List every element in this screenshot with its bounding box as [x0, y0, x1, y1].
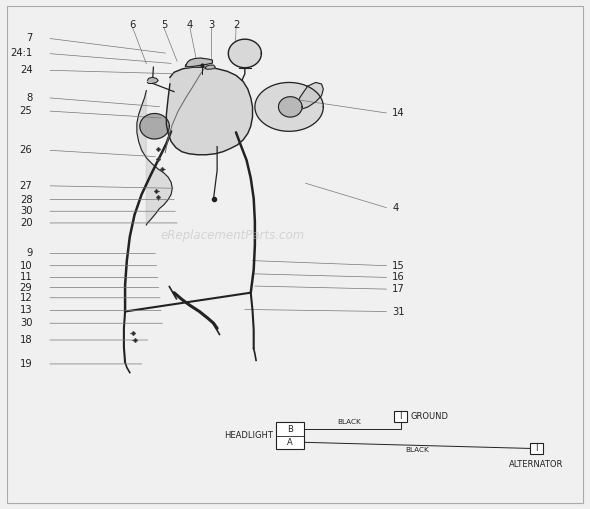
Polygon shape [148, 77, 158, 83]
Text: 13: 13 [20, 305, 32, 316]
Text: I: I [399, 412, 402, 421]
Text: A: A [287, 438, 293, 447]
Text: 29: 29 [19, 282, 32, 293]
Text: B: B [287, 425, 293, 434]
Text: 18: 18 [20, 335, 32, 345]
Text: 5: 5 [161, 20, 167, 31]
Polygon shape [298, 82, 323, 109]
Bar [530, 443, 543, 454]
Text: 2: 2 [233, 20, 239, 31]
Text: GROUND: GROUND [411, 412, 448, 421]
Polygon shape [278, 97, 302, 117]
Polygon shape [255, 82, 323, 131]
Text: 12: 12 [19, 293, 32, 303]
Text: I: I [535, 444, 537, 453]
Text: 4: 4 [392, 203, 399, 213]
Bar [394, 411, 407, 422]
Text: ALTERNATOR: ALTERNATOR [509, 460, 563, 469]
Text: BLACK: BLACK [337, 419, 361, 425]
Polygon shape [205, 65, 215, 69]
Text: 4: 4 [187, 20, 193, 31]
Text: 9: 9 [26, 248, 32, 259]
Text: 6: 6 [130, 20, 136, 31]
Polygon shape [166, 67, 253, 155]
Text: 7: 7 [26, 33, 32, 43]
Polygon shape [185, 58, 212, 67]
Text: eReplacementParts.com: eReplacementParts.com [161, 229, 305, 242]
Text: 3: 3 [208, 20, 214, 31]
Text: 15: 15 [392, 261, 405, 271]
Text: 19: 19 [19, 359, 32, 369]
Text: 16: 16 [392, 272, 405, 282]
Text: 17: 17 [392, 284, 405, 294]
Text: 28: 28 [20, 194, 32, 205]
Text: 8: 8 [26, 93, 32, 103]
Text: BLACK: BLACK [405, 447, 429, 454]
Text: 14: 14 [392, 108, 405, 118]
Polygon shape [140, 114, 169, 139]
Text: HEADLIGHT: HEADLIGHT [224, 431, 273, 440]
Text: 24:1: 24:1 [10, 48, 32, 59]
Text: 24: 24 [20, 65, 32, 75]
Text: 31: 31 [392, 306, 405, 317]
Text: 11: 11 [19, 272, 32, 282]
Polygon shape [228, 39, 261, 68]
Bar [276, 422, 304, 449]
Polygon shape [137, 91, 172, 225]
Text: 25: 25 [19, 106, 32, 116]
Text: 20: 20 [20, 218, 32, 228]
Text: 27: 27 [19, 181, 32, 191]
Text: 30: 30 [20, 318, 32, 328]
Text: 26: 26 [19, 145, 32, 155]
Text: 30: 30 [20, 206, 32, 216]
Text: 10: 10 [20, 261, 32, 271]
